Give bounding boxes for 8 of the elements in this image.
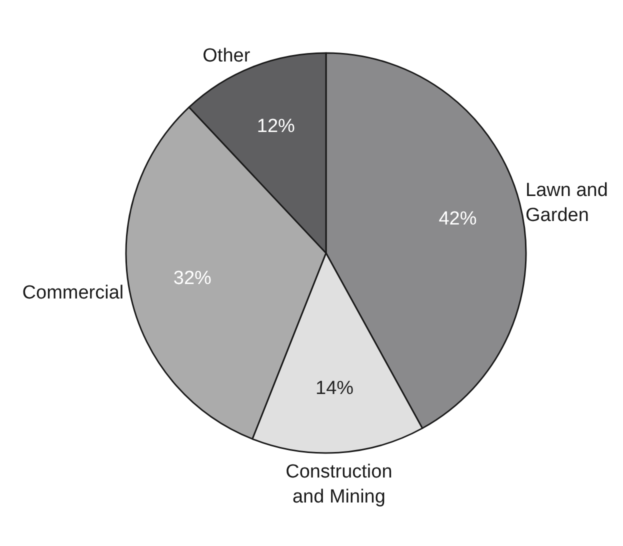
slice-label: Other [202,45,251,66]
data-label: 12% [256,116,296,138]
data-label: 14% [316,378,354,400]
data-label: 42% [438,208,477,230]
data-label: 32% [173,268,212,289]
slice-label: Lawn and Garden [526,180,608,226]
slice-label: Construction and Mining [286,462,392,508]
slice-label: Commercial [22,282,124,304]
